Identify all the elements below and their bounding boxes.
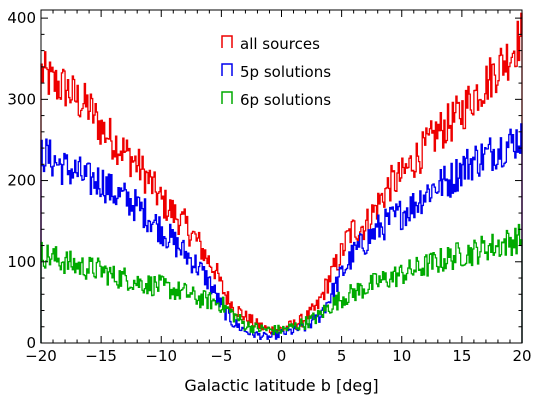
x-tick-label: 10 <box>392 347 411 365</box>
legend-label: all sources <box>240 35 320 53</box>
legend: all sources 5p solutions 6p solutions <box>221 35 331 109</box>
legend-swatch-icon <box>221 63 233 76</box>
x-tick-label: 15 <box>452 347 471 365</box>
y-tick-label: 300 <box>7 90 36 108</box>
x-tick-label: 20 <box>512 347 531 365</box>
legend-label: 5p solutions <box>240 63 331 81</box>
series-line-6p-solutions <box>40 223 523 343</box>
y-tick-label: 400 <box>7 9 36 27</box>
series-line-5p-solutions <box>40 123 523 343</box>
x-tick-label: −15 <box>85 347 117 365</box>
x-tick-label: 0 <box>277 347 287 365</box>
y-tick-label: 200 <box>7 172 36 190</box>
legend-label: 6p solutions <box>240 91 331 109</box>
y-tick-label: 0 <box>26 334 36 352</box>
plot-frame <box>40 9 523 344</box>
x-tick-label: 5 <box>337 347 347 365</box>
series-layer <box>40 12 523 343</box>
x-tick-label: −20 <box>25 347 57 365</box>
y-tick-label: 100 <box>7 253 36 271</box>
legend-swatch-icon <box>221 35 233 48</box>
x-tick-label: −10 <box>145 347 177 365</box>
series-line-all-sources <box>40 12 523 343</box>
legend-swatch-icon <box>221 91 233 104</box>
x-tick-label: −5 <box>210 347 232 365</box>
x-axis-title: Galactic latitude b [deg] <box>184 376 378 395</box>
